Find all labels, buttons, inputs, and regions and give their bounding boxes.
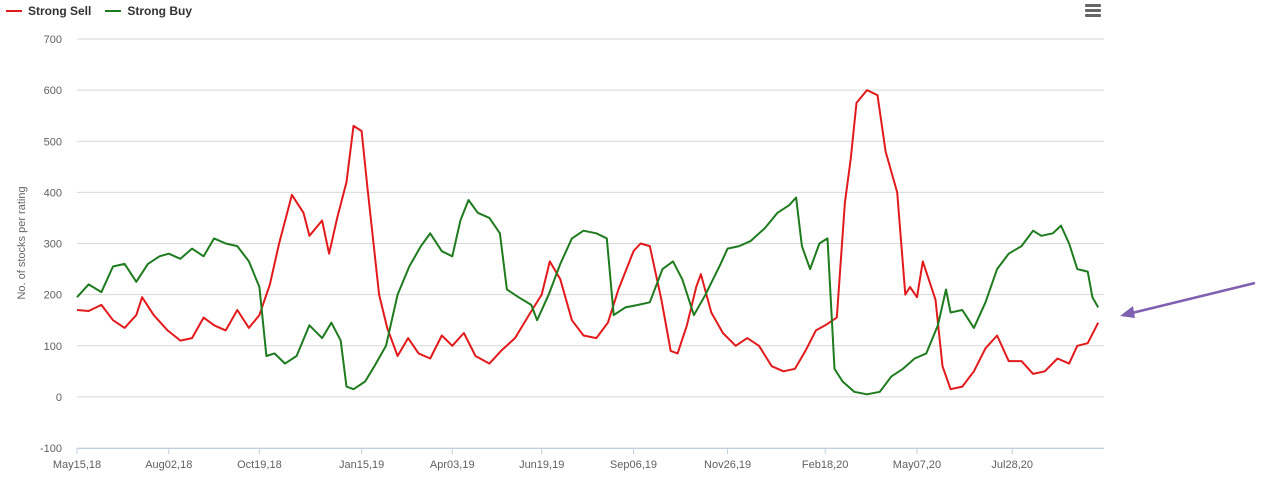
x-tick-label: Jan15,19 (339, 459, 384, 471)
series-lines (76, 89, 1100, 396)
legend-label-strong-sell: Strong Sell (28, 4, 92, 18)
x-tick-label: Nov26,19 (704, 459, 751, 471)
y-axis-title: No. of stocks per rating (16, 186, 28, 299)
x-tick-label: May07,20 (893, 459, 941, 471)
x-tick-label: Jun19,19 (519, 459, 564, 471)
legend-item-strong-sell[interactable]: Strong Sell (6, 4, 91, 18)
y-tick-label: -100 (40, 443, 62, 455)
annotation-arrow-head (1120, 306, 1135, 318)
y-tick-label: 200 (44, 290, 62, 302)
y-tick-label: 300 (44, 239, 62, 251)
legend-swatch-strong-buy (105, 10, 122, 12)
x-tick-label: Feb18,20 (802, 459, 848, 471)
hamburger-icon-bar-2 (1085, 9, 1101, 12)
legend-label-strong-buy: Strong Buy (127, 4, 193, 18)
x-tick-label: Jul28,20 (991, 459, 1033, 471)
series-line-strong-buy (76, 196, 1100, 396)
annotation-arrow-shaft (1127, 281, 1256, 316)
x-tick-label: Oct19,18 (237, 459, 282, 471)
x-tick-label: Apr03,19 (430, 459, 475, 471)
y-tick-label: 700 (44, 34, 62, 46)
annotations (1120, 281, 1256, 318)
x-tick-label: May15,18 (53, 459, 101, 471)
legend-swatch-strong-sell (6, 10, 22, 12)
legend: Strong Sell Strong Buy (6, 4, 192, 18)
y-tick-label: 100 (44, 341, 62, 353)
axes: -100 0 100 200 300 400 500 600 700 May15,18 Aug02,… (40, 34, 1104, 471)
y-tick-label: 600 (44, 85, 62, 97)
legend-item-strong-buy[interactable]: Strong Buy (105, 4, 192, 18)
x-tick-label: Sep06,19 (610, 459, 657, 471)
series-line-strong-sell (76, 89, 1100, 391)
x-tick-label: Aug02,18 (145, 459, 192, 471)
hamburger-icon-bar-1 (1085, 4, 1101, 7)
hamburger-icon-bar-3 (1085, 14, 1101, 17)
y-tick-label: 500 (44, 136, 62, 148)
y-tick-label: 0 (56, 392, 62, 404)
chart-menu-button[interactable] (1082, 2, 1104, 20)
y-tick-label: 400 (44, 187, 62, 199)
